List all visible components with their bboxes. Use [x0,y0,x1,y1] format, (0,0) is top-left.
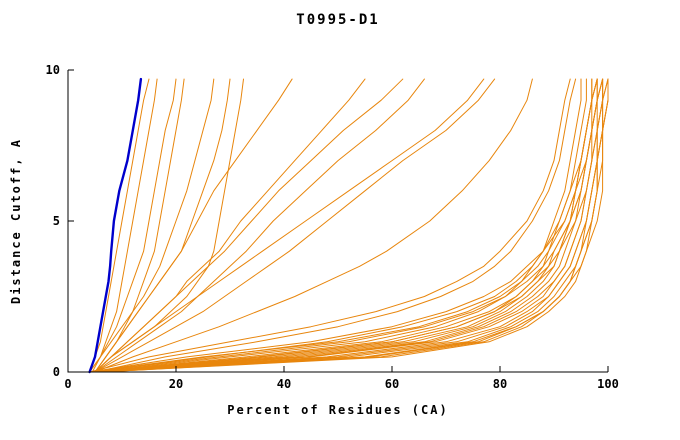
model-curve [89,78,593,373]
model-curve [94,78,604,373]
model-curve [94,78,231,373]
model-curve [99,78,609,373]
model-curve [94,78,609,373]
model-curve [94,78,404,373]
y-tick-label: 10 [46,63,60,77]
model-curve [94,78,604,373]
model-curve [89,78,177,373]
highlighted-model-curve [88,77,143,374]
model-curve [99,78,609,373]
model-curve [94,78,366,373]
x-tick-label: 80 [493,377,507,391]
model-curve [94,78,598,373]
model-curve [99,78,609,373]
model-curve [94,78,185,373]
x-tick-label: 60 [385,377,399,391]
model-curve [94,78,496,373]
model-curve [94,78,604,373]
model-curve [89,78,604,373]
x-tick-label: 0 [64,377,71,391]
plot-title: T0995-D1 [296,12,380,28]
model-curve [94,78,244,373]
x-tick-label: 40 [277,377,291,391]
model-curve [89,78,598,373]
model-curve [99,78,609,373]
x-tick-label: 100 [597,377,619,391]
model-curve [94,78,485,373]
model-curve [91,78,158,373]
model-curve [94,78,577,373]
y-tick-label: 5 [53,214,60,228]
model-curve [94,78,604,373]
y-tick-label: 0 [53,365,60,379]
model-curve [94,78,293,373]
x-axis-label: Percent of Residues (CA) [227,403,449,417]
model-curve [89,78,150,373]
model-curve [89,78,571,373]
model-curve [94,78,533,373]
model-curve [89,78,598,373]
model-curve [94,78,598,373]
model-curve [89,78,215,373]
model-curve [99,78,604,373]
model-curve [94,78,598,373]
model-curve [94,78,425,373]
x-tick-label: 20 [169,377,183,391]
